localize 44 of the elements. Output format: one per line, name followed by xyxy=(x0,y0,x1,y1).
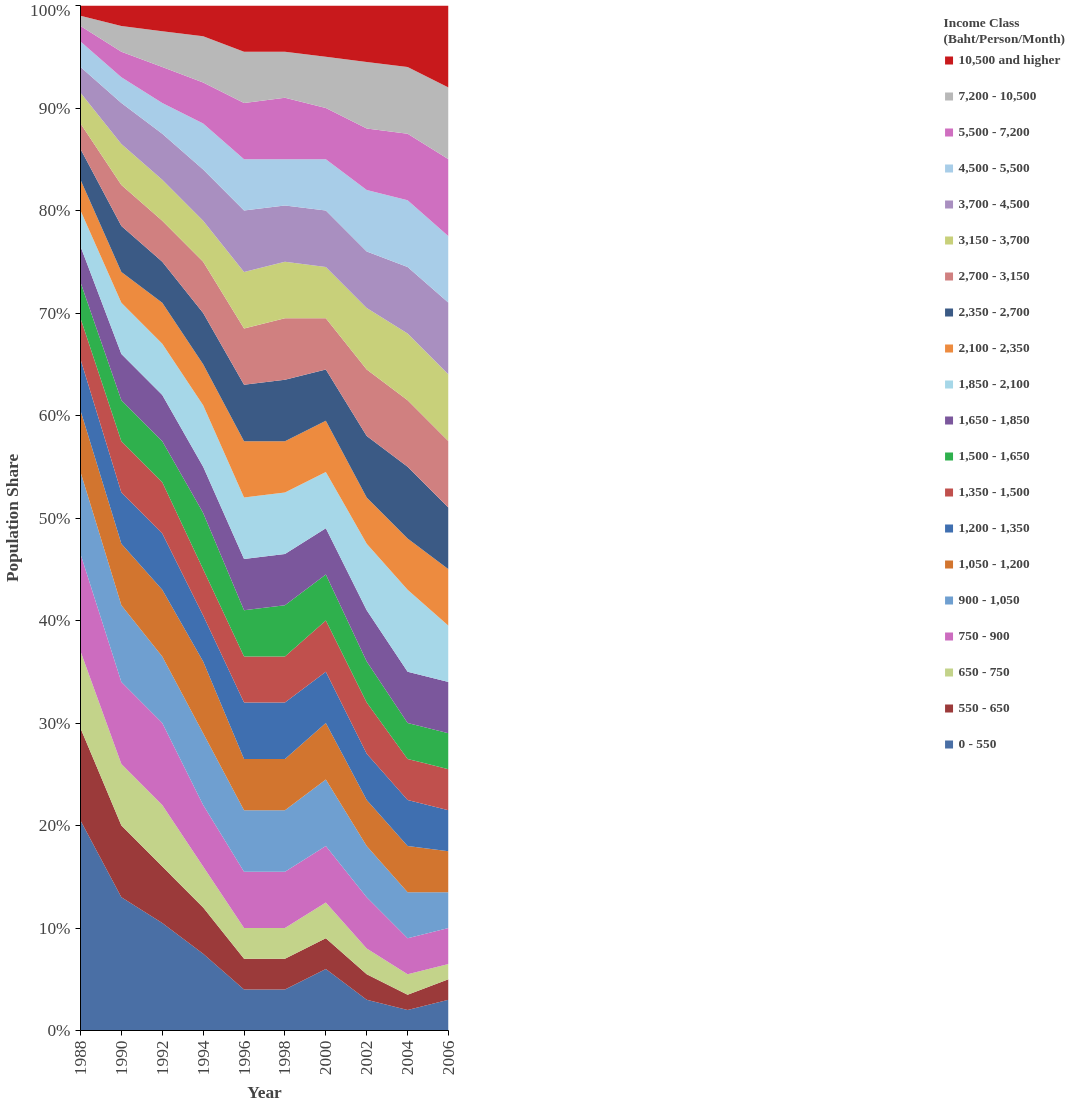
y-tick-label: 10% xyxy=(38,918,71,938)
legend-title: Income Class (Baht/Person/Month) xyxy=(943,15,1065,47)
x-axis-title: Year xyxy=(247,1083,283,1103)
legend-label: 10,500 and higher xyxy=(958,52,1061,68)
legend-label: 0 - 550 xyxy=(958,736,997,752)
x-tick-label: 1992 xyxy=(152,1040,172,1076)
legend-label: 2,700 - 3,150 xyxy=(958,268,1030,284)
x-tick-label: 2006 xyxy=(439,1040,458,1076)
legend-label: 1,200 - 1,350 xyxy=(958,520,1030,536)
x-tick-label: 1996 xyxy=(234,1040,254,1076)
legend-label: 1,500 - 1,650 xyxy=(958,448,1030,464)
x-tick-label: 1994 xyxy=(193,1040,213,1076)
legend-label: 3,700 - 4,500 xyxy=(958,196,1030,212)
y-tick-label: 50% xyxy=(38,508,71,528)
y-tick-label: 60% xyxy=(38,406,71,425)
legend-label: 4,500 - 5,500 xyxy=(958,160,1030,176)
x-tick-label: 1988 xyxy=(71,1040,90,1076)
y-tick-label: 90% xyxy=(38,98,71,118)
legend-label: 550 - 650 xyxy=(958,700,1010,716)
legend-label: 3,150 - 3,700 xyxy=(958,232,1030,248)
legend-label: 2,100 - 2,350 xyxy=(958,340,1030,356)
x-tick-label: 2004 xyxy=(398,1040,418,1076)
x-tick-label: 2000 xyxy=(316,1040,336,1076)
y-tick-label: 30% xyxy=(38,713,71,733)
legend-label: 1,050 - 1,200 xyxy=(958,556,1030,572)
x-tick-label: 1990 xyxy=(111,1040,131,1076)
legend-label: 1,650 - 1,850 xyxy=(958,412,1030,428)
legend-label: 2,350 - 2,700 xyxy=(958,304,1030,320)
legend-label: 1,850 - 2,100 xyxy=(958,376,1030,392)
legend-label: 650 - 750 xyxy=(958,664,1010,680)
y-tick-label: 100% xyxy=(30,0,71,20)
y-tick-label: 80% xyxy=(38,201,71,220)
legend-label: 7,200 - 10,500 xyxy=(958,88,1037,104)
x-tick-label: 1998 xyxy=(275,1040,295,1076)
y-tick-label: 70% xyxy=(38,303,71,323)
y-tick-label: 20% xyxy=(38,816,71,835)
legend-label: 750 - 900 xyxy=(958,628,1010,644)
y-tick-label: 40% xyxy=(38,611,71,630)
x-tick-label: 2002 xyxy=(357,1040,377,1076)
y-tick-label: 0% xyxy=(47,1021,71,1040)
legend-label: 1,350 - 1,500 xyxy=(958,484,1030,500)
y-axis-title: Population Share xyxy=(3,453,23,583)
legend-label: 5,500 - 7,200 xyxy=(958,124,1030,140)
legend-label: 900 - 1,050 xyxy=(958,592,1020,608)
